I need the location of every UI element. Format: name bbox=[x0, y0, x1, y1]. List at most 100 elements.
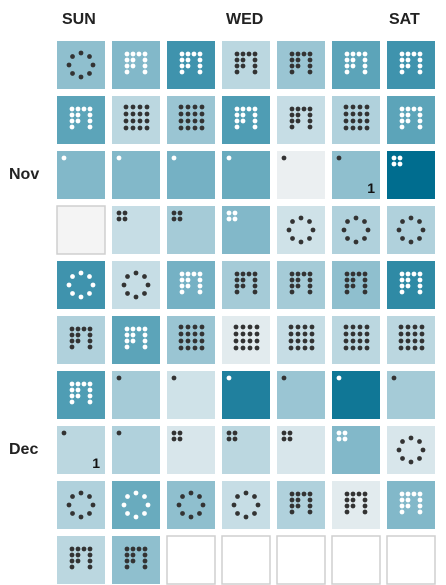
day-cell bbox=[332, 316, 380, 364]
day-dot bbox=[341, 227, 347, 233]
day-dot bbox=[144, 118, 150, 124]
day-dot bbox=[357, 125, 363, 131]
day-cell-rect bbox=[332, 316, 380, 364]
day-dot bbox=[290, 236, 295, 241]
day-dot bbox=[69, 546, 75, 552]
day-cell bbox=[112, 371, 160, 419]
day-dot bbox=[353, 239, 359, 245]
day-dot bbox=[247, 338, 253, 344]
day-cell bbox=[332, 261, 380, 309]
day-dot bbox=[302, 324, 308, 330]
day-dot bbox=[142, 326, 148, 332]
day-dot bbox=[362, 503, 368, 509]
day-dot bbox=[397, 155, 403, 161]
day-cell bbox=[222, 41, 270, 89]
day-dot bbox=[411, 271, 417, 277]
day-dot bbox=[307, 236, 312, 241]
day-dot bbox=[398, 331, 404, 337]
day-dot bbox=[87, 54, 92, 59]
day-dot bbox=[289, 283, 295, 289]
day-dot bbox=[350, 491, 356, 497]
day-dot bbox=[197, 283, 203, 289]
day-cell bbox=[276, 535, 326, 585]
day-dot bbox=[235, 511, 240, 516]
day-dot bbox=[233, 345, 239, 351]
day-dot bbox=[353, 215, 359, 221]
day-cell bbox=[387, 151, 435, 199]
day-cell-rect bbox=[387, 206, 435, 254]
day-dot bbox=[307, 271, 313, 277]
day-cell-rect bbox=[387, 481, 435, 529]
day-dot bbox=[289, 271, 295, 277]
day-dot bbox=[399, 509, 405, 515]
day-cell-rect bbox=[221, 535, 271, 585]
day-dot bbox=[171, 216, 177, 222]
day-dot bbox=[417, 51, 423, 57]
day-dot bbox=[362, 236, 367, 241]
day-cell-rect bbox=[57, 481, 105, 529]
day-dot bbox=[69, 338, 75, 344]
day-dot bbox=[185, 283, 191, 289]
day-dot bbox=[405, 277, 411, 283]
day-dot bbox=[142, 552, 148, 558]
day-dot bbox=[405, 57, 411, 63]
day-dot bbox=[362, 509, 368, 515]
day-dot bbox=[399, 69, 405, 75]
day-cell bbox=[167, 481, 215, 529]
day-dot bbox=[171, 375, 177, 381]
day-dot bbox=[307, 112, 313, 118]
day-cell bbox=[167, 371, 215, 419]
day-dot bbox=[185, 277, 191, 283]
day-dot bbox=[192, 111, 198, 117]
day-dot bbox=[130, 111, 136, 117]
day-dot bbox=[61, 430, 67, 436]
day-dot bbox=[87, 124, 93, 130]
day-dot bbox=[240, 51, 246, 57]
day-dot bbox=[417, 236, 422, 241]
day-dot bbox=[399, 112, 405, 118]
day-dot bbox=[247, 345, 253, 351]
day-cell-rect bbox=[387, 41, 435, 89]
day-cell bbox=[277, 96, 325, 144]
day-dot bbox=[125, 511, 130, 516]
day-dot bbox=[307, 497, 313, 503]
day-dot bbox=[344, 51, 350, 57]
day-dot bbox=[87, 387, 93, 393]
day-dot bbox=[362, 219, 367, 224]
day-dot bbox=[254, 338, 260, 344]
weekday-label-sun: SUN bbox=[62, 11, 96, 28]
day-dot bbox=[234, 51, 240, 57]
day-dot bbox=[307, 124, 313, 130]
day-dot bbox=[364, 331, 370, 337]
day-dot bbox=[342, 430, 348, 436]
day-cell bbox=[222, 371, 270, 419]
day-dot bbox=[179, 51, 185, 57]
day-dot bbox=[417, 124, 423, 130]
day-dot bbox=[124, 344, 130, 350]
day-dot bbox=[197, 69, 203, 75]
day-cell bbox=[332, 41, 380, 89]
day-dot bbox=[356, 51, 362, 57]
day-dot bbox=[247, 324, 253, 330]
day-cell-rect bbox=[387, 261, 435, 309]
day-cell-rect bbox=[276, 535, 326, 585]
day-dot bbox=[420, 227, 426, 233]
day-dot bbox=[307, 503, 313, 509]
day-dot bbox=[178, 338, 184, 344]
day-dot bbox=[240, 112, 246, 118]
day-dot bbox=[116, 210, 122, 216]
day-dot bbox=[252, 277, 258, 283]
day-dot bbox=[145, 502, 151, 508]
day-dot bbox=[295, 57, 301, 63]
day-dot bbox=[226, 436, 232, 442]
day-dot bbox=[420, 447, 426, 453]
day-dot bbox=[78, 270, 84, 276]
day-dot bbox=[290, 219, 295, 224]
day-dot bbox=[364, 345, 370, 351]
day-dot bbox=[123, 118, 129, 124]
day-dot bbox=[252, 51, 258, 57]
day-cell-rect bbox=[277, 481, 325, 529]
day-cell bbox=[387, 41, 435, 89]
day-dot bbox=[399, 124, 405, 130]
day-dot bbox=[281, 430, 287, 436]
